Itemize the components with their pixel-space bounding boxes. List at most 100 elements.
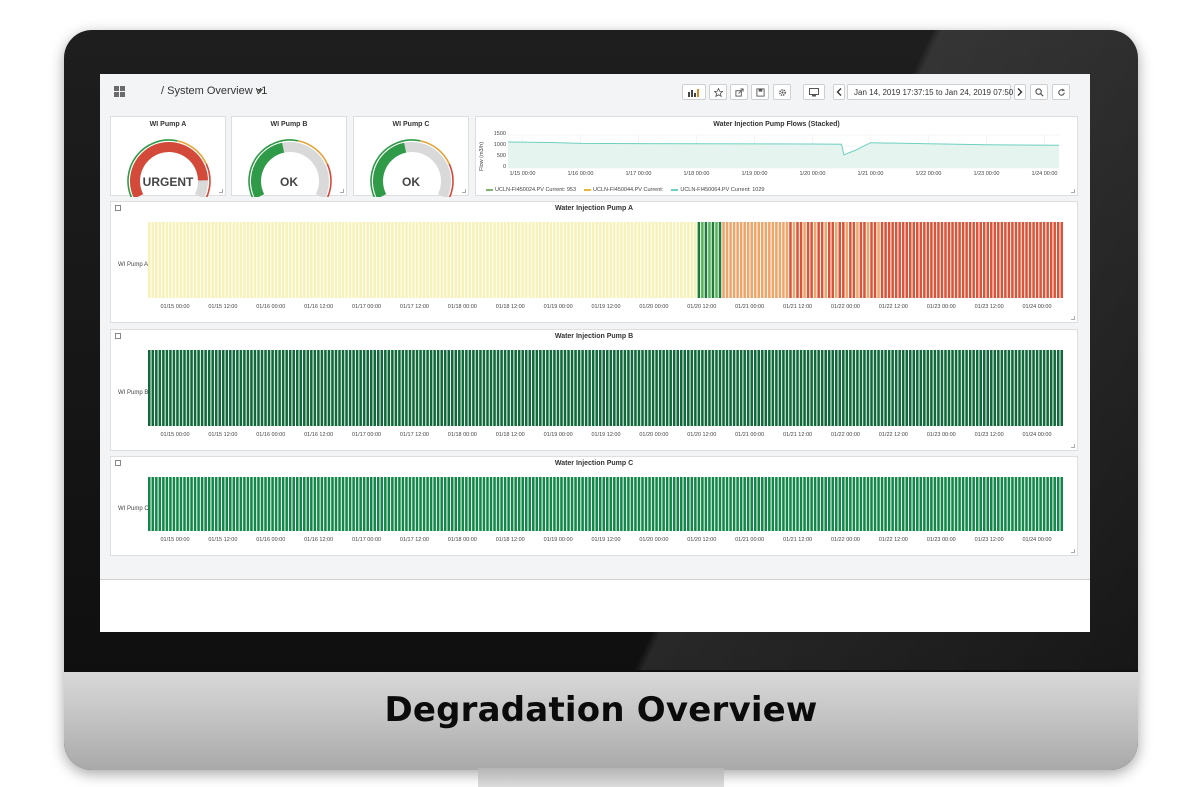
state-bar <box>746 350 750 426</box>
flows-title: Water Injection Pump Flows (Stacked) <box>713 121 840 128</box>
state-bar <box>729 477 732 531</box>
state-bar <box>532 222 535 298</box>
x-tick: 01/20 00:00 <box>639 432 669 438</box>
settings-button[interactable] <box>773 84 791 100</box>
state-bar <box>303 222 306 298</box>
share-button[interactable] <box>730 84 748 100</box>
gauge-threshold-ok <box>248 139 299 197</box>
state-bar <box>715 350 718 426</box>
state-bar <box>264 477 267 531</box>
state-bar <box>694 350 697 426</box>
state-bar <box>221 477 225 531</box>
state-bar <box>975 477 979 531</box>
time-forward-button[interactable] <box>1014 84 1026 100</box>
state-bar <box>919 477 923 531</box>
state-bar <box>338 222 341 298</box>
state-bar <box>532 477 535 531</box>
state-bar <box>563 222 567 298</box>
resize-handle[interactable] <box>1071 549 1075 553</box>
state-bar <box>373 350 377 426</box>
external-link-icon[interactable] <box>115 460 121 466</box>
dashboard-grid-icon[interactable] <box>114 86 125 97</box>
breadcrumb-folder[interactable] <box>129 85 159 98</box>
state-bar <box>221 222 225 298</box>
gauge-status: OK <box>402 175 420 189</box>
state-bar <box>993 350 997 426</box>
time-range-label: Jan 14, 2019 17:37:15 to Jan 24, 2019 07… <box>854 87 1025 97</box>
state-bar <box>1035 350 1039 426</box>
state-bar <box>613 350 616 426</box>
page-title[interactable]: / System Overview v1 <box>161 85 268 97</box>
legend-item[interactable]: UCLN-FI450024.PV Current: 953 <box>486 187 576 193</box>
chevron-down-icon[interactable] <box>257 89 263 93</box>
state-bar <box>345 477 348 531</box>
state-bar <box>190 350 193 426</box>
state-bar <box>510 477 514 531</box>
state-bar <box>739 477 743 531</box>
state-bar <box>655 350 658 426</box>
legend-item[interactable]: UCLN-FI450064.PV Current: 1029 <box>671 187 764 193</box>
state-bar <box>669 222 672 298</box>
state-bar <box>739 222 743 298</box>
state-bar <box>884 477 887 531</box>
state-bar <box>613 222 616 298</box>
state-bar <box>775 222 778 298</box>
state-bar <box>1014 350 1018 426</box>
state-bar <box>916 477 919 531</box>
state-bar <box>616 477 620 531</box>
state-bar <box>253 222 257 298</box>
state-bar <box>281 477 285 531</box>
state-bar <box>827 222 831 298</box>
state-bar <box>285 350 288 426</box>
state-bar <box>1011 350 1014 426</box>
state-bar <box>183 477 186 531</box>
state-bar <box>1000 350 1004 426</box>
state-bar <box>317 222 320 298</box>
state-bar <box>546 477 549 531</box>
state-bar <box>366 222 369 298</box>
state-bar <box>496 222 500 298</box>
resize-handle[interactable] <box>1071 444 1075 448</box>
external-link-icon[interactable] <box>115 205 121 211</box>
external-link-icon[interactable] <box>115 333 121 339</box>
zoom-out-button[interactable] <box>1030 84 1048 100</box>
state-bar <box>789 350 792 426</box>
resize-handle[interactable] <box>219 189 223 193</box>
state-bar <box>1007 477 1011 531</box>
time-range-picker[interactable]: Jan 14, 2019 17:37:15 to Jan 24, 2019 07… <box>847 84 1024 100</box>
state-bar <box>947 350 951 426</box>
state-bar <box>246 477 250 531</box>
state-bar <box>813 350 817 426</box>
state-bar <box>532 350 535 426</box>
resize-handle[interactable] <box>1071 316 1075 320</box>
state-bar <box>704 477 708 531</box>
state-bar <box>1060 350 1064 426</box>
view-mode-button[interactable] <box>803 84 825 100</box>
state-bar <box>165 350 169 426</box>
x-tick: 1/15 00:00 <box>509 171 536 177</box>
state-bar <box>630 477 634 531</box>
legend-label: UCLN-FI450044.PV <box>593 187 642 193</box>
state-bar <box>796 477 799 531</box>
resize-handle[interactable] <box>340 189 344 193</box>
save-button[interactable] <box>751 84 769 100</box>
x-tick: 01/19 12:00 <box>591 537 621 543</box>
state-bar <box>274 477 278 531</box>
resize-handle[interactable] <box>462 189 466 193</box>
state-bar <box>901 350 905 426</box>
state-bar <box>1028 350 1032 426</box>
time-back-button[interactable] <box>833 84 845 100</box>
state-bar <box>419 222 422 298</box>
state-bar <box>207 477 211 531</box>
add-panel-button[interactable] <box>682 84 706 100</box>
legend-item[interactable]: UCLN-FI450044.PV Current: <box>584 187 663 193</box>
state-bar <box>623 222 627 298</box>
state-bar <box>355 477 359 531</box>
refresh-button[interactable] <box>1052 84 1070 100</box>
state-bar <box>877 477 880 531</box>
star-button[interactable] <box>709 84 727 100</box>
state-bar <box>852 350 856 426</box>
state-bar <box>761 222 764 298</box>
state-bar <box>891 350 894 426</box>
resize-handle[interactable] <box>1071 189 1075 193</box>
